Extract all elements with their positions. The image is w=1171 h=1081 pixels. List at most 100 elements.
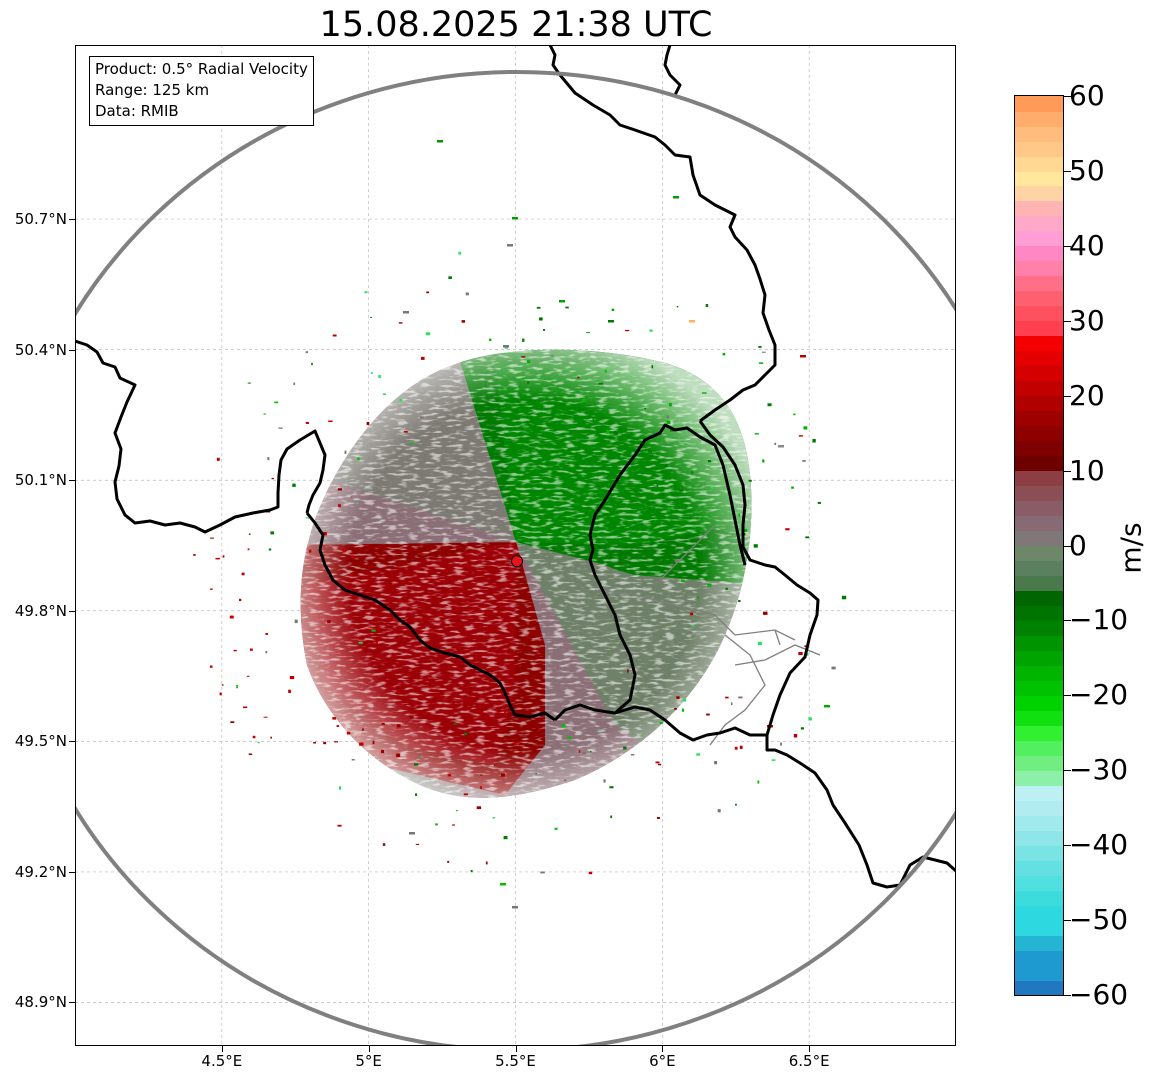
echo-pixel xyxy=(697,596,700,599)
colorbar-unit-label: m/s xyxy=(1114,522,1148,574)
lat-tick-label: 49.2°N xyxy=(14,862,67,881)
echo-pixel xyxy=(620,430,623,434)
echo-pixel xyxy=(247,548,250,551)
echo-pixel xyxy=(396,753,401,757)
colorbar-tick-mark xyxy=(1064,920,1071,922)
colorbar-tick-mark xyxy=(1064,620,1071,622)
province-border-line xyxy=(774,629,781,646)
echo-pixel xyxy=(252,735,256,739)
radar-map[interactable] xyxy=(75,45,956,1046)
echo-pixel xyxy=(725,587,728,590)
echo-pixel xyxy=(805,536,810,539)
echo-pixel xyxy=(673,196,679,199)
echo-pixel xyxy=(270,736,272,739)
echo-pixel xyxy=(215,557,220,560)
echo-pixel xyxy=(504,711,506,714)
echo-pixel xyxy=(349,573,354,576)
echo-pixel xyxy=(305,351,308,354)
echo-pixel xyxy=(243,706,248,709)
echo-pixel xyxy=(493,764,496,766)
echo-pixel xyxy=(657,763,662,766)
province-borders xyxy=(594,524,821,746)
echo-pixel xyxy=(461,320,466,323)
echo-pixel xyxy=(582,399,587,402)
echo-pixel xyxy=(293,382,296,386)
echo-pixel xyxy=(500,773,505,777)
lon-tick-label: 4.5°E xyxy=(201,1052,243,1070)
lat-tick-mark xyxy=(69,219,75,221)
echo-pixel xyxy=(623,746,627,750)
echo-pixel xyxy=(514,741,517,746)
luxembourg-border xyxy=(588,423,747,715)
colorbar-tick-label: −60 xyxy=(1069,978,1129,1011)
echo-pixel xyxy=(504,347,508,349)
echo-pixel xyxy=(609,786,614,789)
colorbar-segment xyxy=(1015,290,1063,307)
colorbar-segment xyxy=(1015,350,1063,367)
echo-pixel xyxy=(521,356,526,358)
echo-pixel xyxy=(359,742,364,746)
colorbar-tick-label: −10 xyxy=(1069,603,1129,637)
echo-pixel xyxy=(351,555,355,559)
echo-pixel xyxy=(339,558,343,560)
echo-pixel xyxy=(565,306,569,309)
echo-pixel xyxy=(550,355,555,357)
echo-pixel xyxy=(798,435,803,437)
echo-pixel xyxy=(812,439,816,443)
echo-pixel xyxy=(447,860,450,863)
colorbar-segment xyxy=(1015,845,1063,861)
echo-pixel xyxy=(427,432,432,435)
colorbar-segment xyxy=(1015,455,1063,472)
echo-pixel xyxy=(696,753,701,756)
echo-pixel xyxy=(503,345,509,348)
colorbar-segment xyxy=(1015,380,1063,397)
echo-pixel xyxy=(403,311,409,314)
colorbar-segment xyxy=(1015,635,1063,651)
colorbar-tick-label: 40 xyxy=(1069,228,1105,262)
echo-pixel xyxy=(236,685,238,689)
echo-pixel xyxy=(734,746,738,750)
echo-pixel xyxy=(233,649,237,652)
colorbar-tick-mark xyxy=(1064,770,1071,772)
echo-pixel xyxy=(229,615,234,619)
echo-pixel xyxy=(676,306,679,308)
germany-east-border xyxy=(698,420,820,736)
range-ring xyxy=(75,70,956,1046)
echo-pixel xyxy=(453,723,457,725)
colorbar-segment xyxy=(1015,320,1063,337)
echo-pixel xyxy=(725,696,729,699)
echo-pixel xyxy=(476,806,482,810)
echo-pixel xyxy=(590,751,592,753)
colorbar-segment xyxy=(1015,185,1063,202)
echo-pixel xyxy=(425,332,431,336)
colorbar-segment xyxy=(1015,710,1063,726)
colorbar-segment xyxy=(1015,215,1063,232)
colorbar-segment xyxy=(1015,725,1063,741)
colorbar-segment xyxy=(1015,470,1063,487)
colorbar-tick-label: −30 xyxy=(1069,753,1129,787)
echo-pixel xyxy=(527,381,530,384)
lon-tick-mark xyxy=(809,1046,811,1052)
echo-pixel xyxy=(800,727,804,730)
echo-pixel xyxy=(500,883,506,886)
echo-pixel xyxy=(382,393,386,395)
colorbar-tick-mark xyxy=(1064,395,1071,397)
echo-pixel xyxy=(577,376,580,379)
colorbar-segment xyxy=(1015,515,1063,532)
radar-site-marker[interactable] xyxy=(510,555,523,568)
echo-pixel xyxy=(420,711,424,714)
echo-pixel xyxy=(332,334,337,337)
echo-pixel xyxy=(270,531,275,535)
echo-pixel xyxy=(706,713,710,716)
echo-pixel xyxy=(702,392,707,394)
echo-pixel xyxy=(798,652,803,656)
echo-pixel xyxy=(567,736,572,740)
velocity-echo-field xyxy=(300,349,752,798)
echo-pixel xyxy=(803,426,808,430)
colorbar-segment xyxy=(1015,620,1063,636)
echo-pixel xyxy=(592,418,595,421)
colorbar-tick-mark xyxy=(1064,545,1071,547)
colorbar-segment xyxy=(1015,575,1063,592)
data-source-label: Data: RMIB xyxy=(95,102,179,120)
lon-tick-mark xyxy=(221,1046,223,1052)
